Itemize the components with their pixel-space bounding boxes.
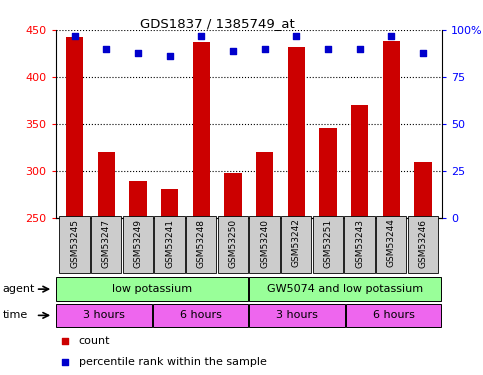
- Bar: [193, 42, 210, 218]
- Bar: [287, 47, 305, 217]
- Point: [61, 359, 69, 365]
- Point: [292, 33, 300, 39]
- Text: 3 hours: 3 hours: [83, 310, 125, 320]
- FancyBboxPatch shape: [346, 304, 441, 327]
- Text: GSM53241: GSM53241: [165, 219, 174, 267]
- Text: agent: agent: [2, 284, 35, 294]
- Text: GSM53248: GSM53248: [197, 219, 206, 267]
- Text: GSM53251: GSM53251: [324, 219, 332, 268]
- Point: [387, 33, 395, 39]
- Point: [229, 48, 237, 54]
- FancyBboxPatch shape: [218, 216, 248, 273]
- FancyBboxPatch shape: [59, 216, 90, 273]
- FancyBboxPatch shape: [123, 216, 153, 273]
- Bar: [98, 152, 115, 217]
- FancyBboxPatch shape: [56, 278, 248, 301]
- Text: count: count: [79, 336, 110, 346]
- FancyBboxPatch shape: [249, 278, 441, 301]
- Bar: [414, 162, 432, 218]
- Text: GSM53245: GSM53245: [70, 219, 79, 267]
- Text: percentile rank within the sample: percentile rank within the sample: [79, 357, 267, 367]
- FancyBboxPatch shape: [56, 304, 152, 327]
- Text: GSM53242: GSM53242: [292, 219, 301, 267]
- FancyBboxPatch shape: [281, 216, 312, 273]
- Text: 6 hours: 6 hours: [180, 310, 221, 320]
- Text: time: time: [2, 310, 28, 320]
- Bar: [129, 181, 147, 218]
- Text: 6 hours: 6 hours: [373, 310, 414, 320]
- Point: [166, 53, 173, 59]
- Bar: [256, 152, 273, 217]
- Bar: [319, 128, 337, 218]
- Bar: [66, 37, 83, 218]
- Point: [324, 46, 332, 52]
- FancyBboxPatch shape: [91, 216, 121, 273]
- FancyBboxPatch shape: [249, 216, 280, 273]
- FancyBboxPatch shape: [313, 216, 343, 273]
- Point: [356, 46, 364, 52]
- Bar: [224, 172, 242, 217]
- Bar: [161, 189, 178, 217]
- Text: GDS1837 / 1385749_at: GDS1837 / 1385749_at: [140, 17, 295, 30]
- Text: low potassium: low potassium: [112, 284, 192, 294]
- Text: GSM53244: GSM53244: [387, 219, 396, 267]
- FancyBboxPatch shape: [186, 216, 216, 273]
- Point: [61, 338, 69, 344]
- FancyBboxPatch shape: [376, 216, 407, 273]
- Text: GSM53249: GSM53249: [133, 219, 142, 267]
- Point: [102, 46, 110, 52]
- FancyBboxPatch shape: [408, 216, 438, 273]
- Text: GSM53246: GSM53246: [418, 219, 427, 267]
- Point: [71, 33, 78, 39]
- Text: GSM53247: GSM53247: [102, 219, 111, 267]
- Text: GW5074 and low potassium: GW5074 and low potassium: [267, 284, 424, 294]
- FancyBboxPatch shape: [153, 304, 248, 327]
- Text: GSM53250: GSM53250: [228, 219, 238, 268]
- Point: [261, 46, 269, 52]
- Bar: [383, 41, 400, 218]
- Text: GSM53240: GSM53240: [260, 219, 269, 267]
- Point: [134, 50, 142, 55]
- FancyBboxPatch shape: [155, 216, 185, 273]
- FancyBboxPatch shape: [249, 304, 345, 327]
- Bar: [351, 105, 369, 218]
- Text: 3 hours: 3 hours: [276, 310, 318, 320]
- FancyBboxPatch shape: [344, 216, 375, 273]
- Point: [419, 50, 427, 55]
- Point: [198, 33, 205, 39]
- Text: GSM53243: GSM53243: [355, 219, 364, 267]
